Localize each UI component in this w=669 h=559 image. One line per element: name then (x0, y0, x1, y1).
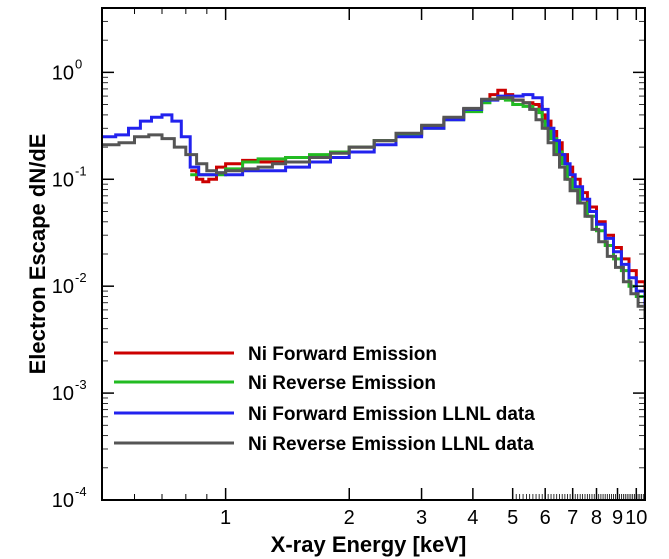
x-tick-label: 9 (612, 507, 623, 529)
legend-item: Ni Forward Emission LLNL data (114, 404, 535, 425)
x-axis-title: X-ray Energy [keV] (271, 532, 467, 557)
x-tick-label: 1 (220, 507, 231, 529)
x-tick-label: 3 (416, 507, 427, 529)
x-tick-label: 8 (591, 507, 602, 529)
legend-label: Ni Reverse Emission (248, 373, 436, 394)
x-tick-label: 2 (344, 507, 355, 529)
y-axis-title: Electron Escape dN/dE (25, 134, 50, 375)
series-line-4 (102, 96, 645, 319)
x-tick-label: 5 (507, 507, 518, 529)
y-tick-exponent: -4 (75, 484, 87, 499)
y-tick-label: 10 (52, 490, 74, 512)
legend-item: Ni Reverse Emission LLNL data (114, 434, 534, 455)
plot-frame (101, 7, 646, 501)
y-tick-exponent: -3 (75, 377, 87, 392)
series-line-3 (102, 93, 645, 310)
x-tick-label: 10 (625, 507, 647, 529)
series-line-2 (190, 97, 645, 319)
x-tick-label: 7 (567, 507, 578, 529)
y-tick-label: 10 (52, 62, 74, 84)
legend-item: Ni Reverse Emission (114, 373, 436, 394)
y-tick-exponent: -1 (75, 163, 87, 178)
legend-label: Ni Forward Emission (248, 344, 437, 365)
y-tick-exponent: 0 (75, 56, 82, 71)
y-tick-label: 10 (52, 383, 74, 405)
legend-label: Ni Reverse Emission LLNL data (248, 434, 534, 455)
legend: Ni Forward Emission Ni Reverse Emission Ni… (114, 344, 535, 455)
x-tick-label: 4 (467, 507, 478, 529)
x-axis: 1 2 3 4 5 6 7 8 9 10 (134, 8, 647, 529)
legend-label: Ni Forward Emission LLNL data (248, 404, 535, 425)
x-tick-label: 6 (540, 507, 551, 529)
y-tick-exponent: -2 (75, 270, 87, 285)
y-tick-label: 10 (52, 276, 74, 298)
plot-area (102, 88, 645, 319)
y-tick-label: 10 (52, 169, 74, 191)
legend-item: Ni Forward Emission (114, 344, 437, 365)
